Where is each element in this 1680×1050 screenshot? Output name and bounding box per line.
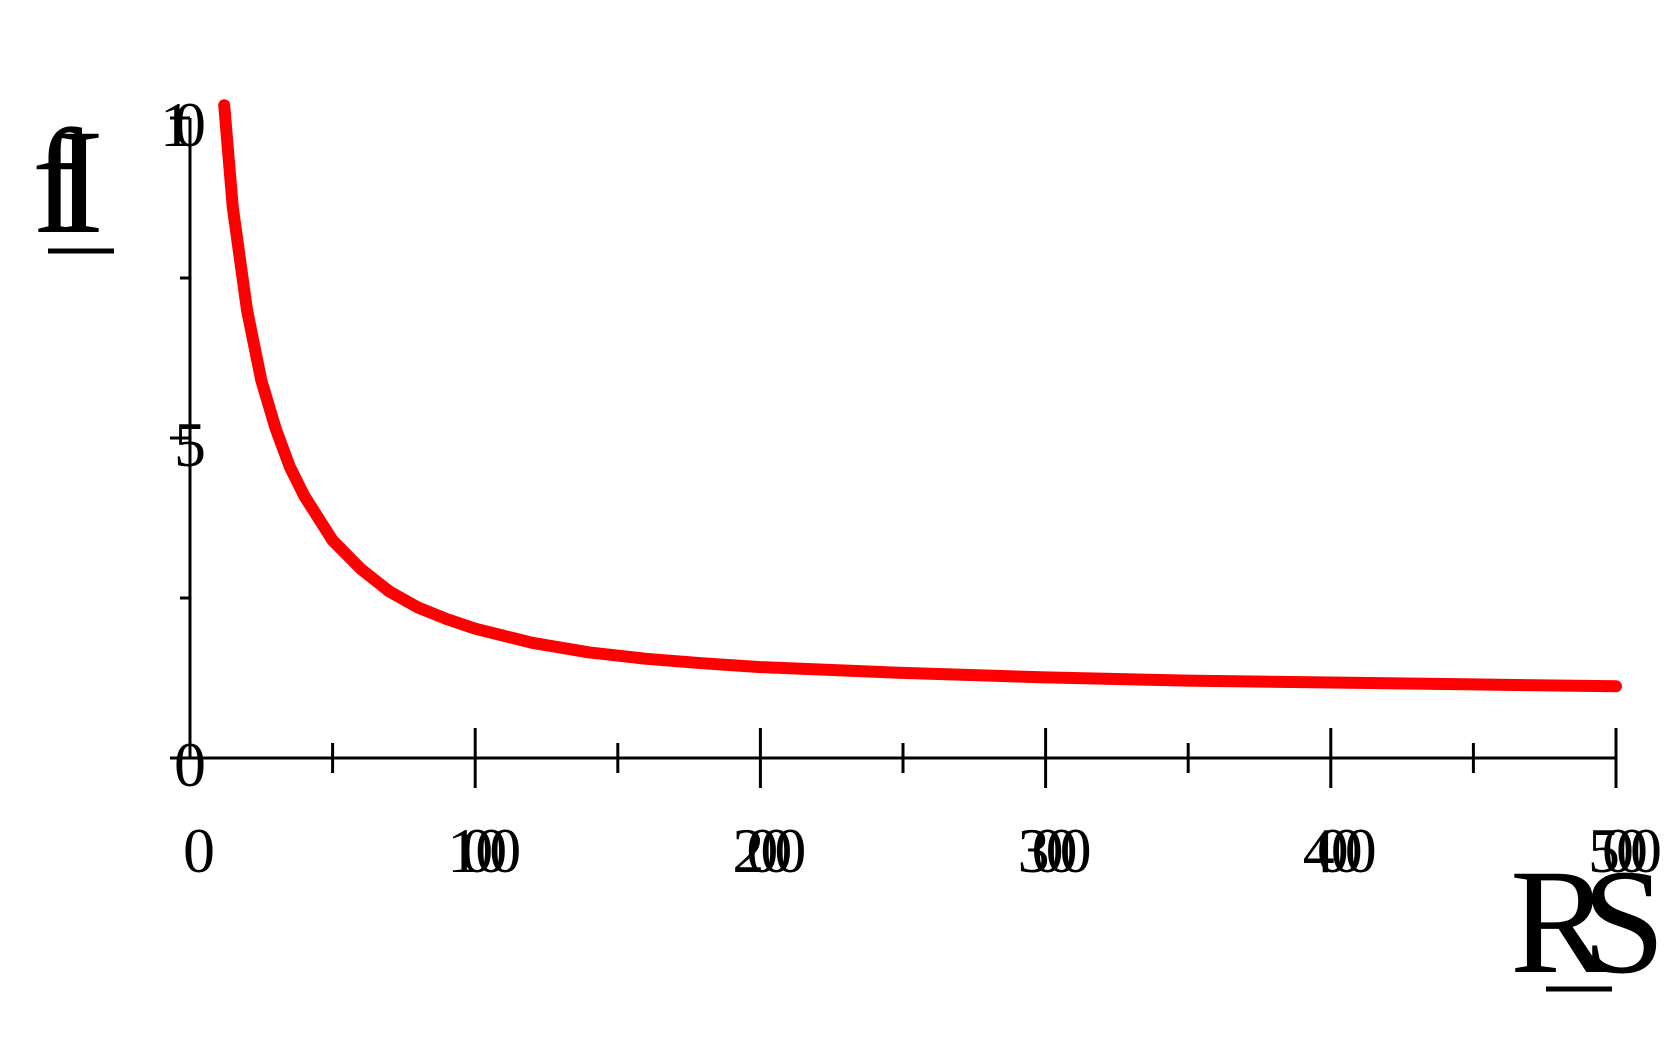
x-tick-labels: 0 1000 2000 3000 4000 5000 <box>183 815 1678 886</box>
x-tick-label: 3000 <box>1018 815 1090 886</box>
x-tick-label: 1000 <box>447 815 519 886</box>
x-tick-label: 0 <box>183 815 213 886</box>
y-tick-label: 10 <box>160 89 204 160</box>
x-ticks <box>331 728 1618 788</box>
x-tick-label: 2000 <box>732 815 804 886</box>
x-axis-title: RS <box>1510 839 1657 1005</box>
y-ticks <box>170 116 190 760</box>
axes <box>188 118 1616 760</box>
series-layer <box>218 99 1622 693</box>
series-line <box>218 99 1622 693</box>
y-axis-title: fI <box>32 99 99 265</box>
x-tick-label: 4000 <box>1303 815 1375 886</box>
